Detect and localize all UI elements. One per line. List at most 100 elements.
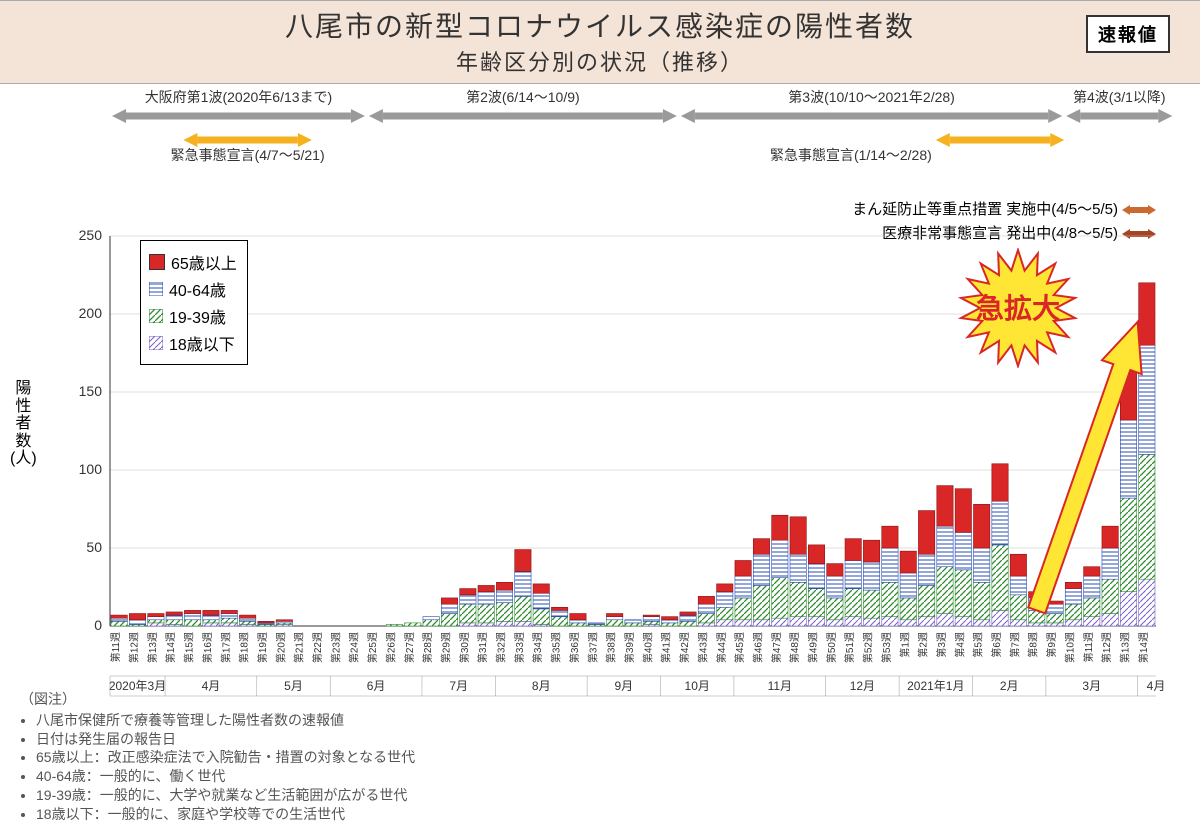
bar-seg xyxy=(643,621,659,624)
svg-text:第34週: 第34週 xyxy=(531,632,544,663)
bar-seg xyxy=(827,564,843,576)
svg-text:第2波(6/14～10/9): 第2波(6/14～10/9) xyxy=(466,89,580,105)
svg-text:第43週: 第43週 xyxy=(696,632,709,663)
bar-seg xyxy=(845,539,861,561)
bar-seg xyxy=(1120,420,1136,498)
bar-seg xyxy=(111,618,127,621)
bar-seg xyxy=(937,614,953,626)
bar-seg xyxy=(698,623,714,626)
svg-text:0: 0 xyxy=(94,617,102,633)
bar-seg xyxy=(937,567,953,614)
bar-seg xyxy=(1102,579,1118,613)
svg-text:第39週: 第39週 xyxy=(623,632,636,663)
bar-seg xyxy=(772,578,788,619)
svg-text:第18週: 第18週 xyxy=(238,632,251,663)
bar-seg xyxy=(221,618,237,623)
bar-seg xyxy=(717,607,733,619)
bar-seg xyxy=(827,598,843,620)
svg-text:第19週: 第19週 xyxy=(256,632,269,663)
bar-seg xyxy=(551,610,567,616)
bar-seg xyxy=(203,620,219,623)
svg-text:第10週: 第10週 xyxy=(1063,632,1076,663)
bar-seg xyxy=(166,612,182,615)
svg-text:第53週: 第53週 xyxy=(880,632,893,663)
svg-text:第4週: 第4週 xyxy=(953,632,966,658)
bar-seg xyxy=(973,582,989,619)
bar-seg xyxy=(735,620,751,626)
svg-text:第8週: 第8週 xyxy=(1027,632,1040,658)
svg-text:第27週: 第27週 xyxy=(403,632,416,663)
svg-text:第5週: 第5週 xyxy=(972,632,985,658)
svg-text:100: 100 xyxy=(79,461,103,477)
bar-seg xyxy=(478,623,494,626)
bar-seg xyxy=(863,562,879,590)
bar-seg xyxy=(148,623,164,626)
bar-seg xyxy=(148,617,164,620)
bar-seg xyxy=(643,615,659,617)
bar-seg xyxy=(533,609,549,625)
bar-seg xyxy=(533,584,549,593)
svg-text:第33週: 第33週 xyxy=(513,632,526,663)
bar-seg xyxy=(221,614,237,619)
svg-text:第29週: 第29週 xyxy=(439,632,452,663)
bar-seg xyxy=(772,515,788,540)
annotation-manbo: まん延防止等重点措置 実施中(4/5～5/5) xyxy=(852,198,1156,219)
bar-seg xyxy=(606,617,622,620)
bar-seg xyxy=(460,589,476,595)
bar-seg xyxy=(239,621,255,624)
footnote-item: 40-64歳：一般的に、働く世代 xyxy=(36,767,415,786)
footnotes-heading: （図注） xyxy=(20,689,415,709)
bar-seg xyxy=(258,621,274,623)
bar-seg xyxy=(772,618,788,626)
bar-seg xyxy=(405,623,421,626)
svg-text:200: 200 xyxy=(79,305,103,321)
bar-seg xyxy=(496,590,512,602)
bar-seg xyxy=(992,501,1008,545)
bar-seg xyxy=(1010,620,1026,626)
svg-text:11月: 11月 xyxy=(768,679,792,693)
bar-seg xyxy=(570,623,586,626)
bar-seg xyxy=(239,618,255,621)
svg-text:第9週: 第9週 xyxy=(1045,632,1058,658)
bar-seg xyxy=(662,623,678,626)
svg-text:第31週: 第31週 xyxy=(476,632,489,663)
svg-text:2021年1月: 2021年1月 xyxy=(907,679,964,693)
bar-seg xyxy=(863,540,879,562)
bar-seg xyxy=(863,618,879,626)
bar-seg xyxy=(808,545,824,564)
bar-seg xyxy=(955,489,971,533)
bar-seg xyxy=(918,511,934,555)
bar-seg xyxy=(808,564,824,589)
svg-text:第22週: 第22週 xyxy=(311,632,324,663)
svg-text:第32週: 第32週 xyxy=(495,632,508,663)
bar-seg xyxy=(900,598,916,620)
bar-seg xyxy=(496,582,512,590)
bar-seg xyxy=(973,548,989,582)
svg-text:第13週: 第13週 xyxy=(146,632,159,663)
svg-text:大阪府第1波(2020年6/13まで): 大阪府第1波(2020年6/13まで) xyxy=(145,89,333,105)
svg-text:第45週: 第45週 xyxy=(733,632,746,663)
bar-seg xyxy=(460,623,476,626)
bar-seg xyxy=(1139,579,1155,626)
svg-text:10月: 10月 xyxy=(685,679,710,693)
bar-seg xyxy=(808,617,824,626)
bar-seg xyxy=(1065,589,1081,605)
bar-seg xyxy=(1139,454,1155,579)
svg-text:第3波(10/10～2021年2/28): 第3波(10/10～2021年2/28) xyxy=(788,89,955,105)
bar-seg xyxy=(717,584,733,592)
bar-seg xyxy=(790,554,806,582)
bar-seg xyxy=(992,464,1008,501)
svg-text:7月: 7月 xyxy=(449,679,468,693)
bar-seg xyxy=(1084,617,1100,626)
bar-seg xyxy=(845,560,861,588)
bar-seg xyxy=(1010,576,1026,595)
svg-text:第11週: 第11週 xyxy=(1082,632,1095,662)
bar-seg xyxy=(973,504,989,548)
svg-text:第12週: 第12週 xyxy=(1100,632,1113,663)
bar-seg xyxy=(1120,498,1136,592)
legend-row: 19-39歳 xyxy=(149,304,237,328)
bar-seg xyxy=(148,620,164,623)
bar-seg xyxy=(478,592,494,604)
svg-text:50: 50 xyxy=(86,539,102,555)
bar-seg xyxy=(753,554,769,585)
